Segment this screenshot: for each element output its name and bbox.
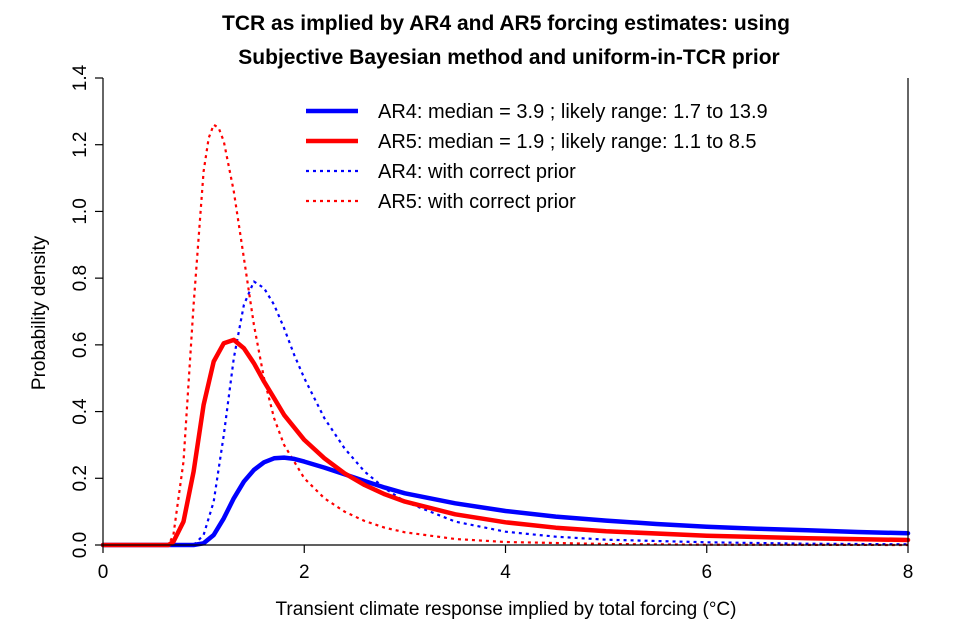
legend-label-2: AR4: with correct prior	[378, 161, 576, 183]
y-tick-label: 0.6	[70, 332, 91, 358]
x-tick-label: 2	[299, 562, 310, 583]
y-tick-label: 0.4	[70, 398, 91, 425]
series-line-0	[100, 455, 911, 548]
x-axis-label: Transient climate response implied by to…	[276, 599, 737, 620]
y-axis-label: Probability density	[29, 235, 50, 390]
x-tick-label: 4	[500, 562, 511, 583]
y-tick-label: 1.4	[70, 64, 91, 91]
y-tick-label: 0.2	[70, 465, 91, 491]
x-tick-label: 6	[701, 562, 712, 583]
plot-area	[100, 123, 911, 548]
legend: AR4: median = 3.9 ; likely range: 1.7 to…	[306, 101, 768, 213]
axes: 0 2 4 6 8 0.0 0.2 0.4 0.6 0.8 1.0 1.2 1.4	[70, 64, 913, 583]
y-tick-label: 0.0	[70, 532, 91, 558]
y-tick-label: 1.0	[70, 198, 91, 224]
y-tick-label: 1.2	[70, 132, 91, 158]
legend-label-3: AR5: with correct prior	[378, 191, 576, 213]
legend-label-0: AR4: median = 3.9 ; likely range: 1.7 to…	[378, 101, 768, 123]
legend-label-1: AR5: median = 1.9 ; likely range: 1.1 to…	[378, 131, 757, 153]
x-tick-label: 0	[98, 562, 109, 583]
chart-title-line-1: TCR as implied by AR4 and AR5 forcing es…	[222, 12, 790, 35]
series-line-1	[100, 337, 911, 548]
chart-title-line-2: Subjective Bayesian method and uniform-i…	[238, 46, 779, 69]
series-line-2	[103, 280, 909, 547]
y-tick-label: 0.8	[70, 265, 91, 291]
series-line-3	[103, 123, 909, 547]
x-tick-label: 8	[903, 562, 914, 583]
